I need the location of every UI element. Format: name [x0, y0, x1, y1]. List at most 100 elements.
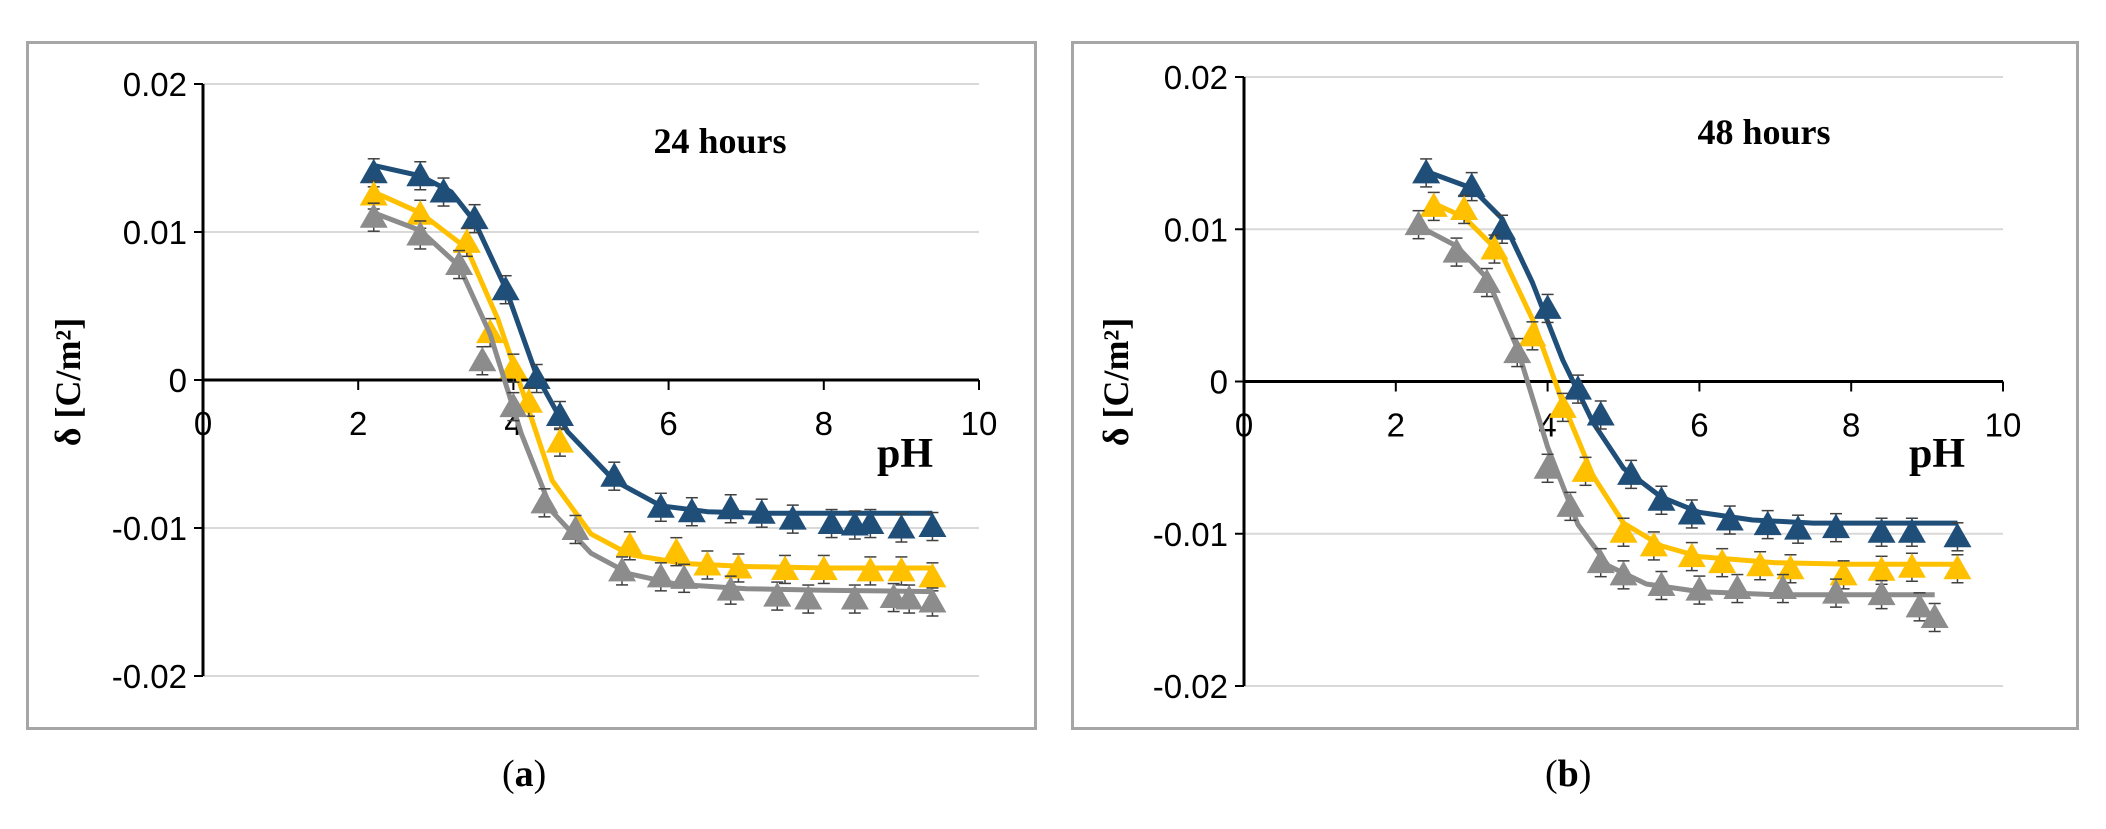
series-3	[359, 202, 947, 617]
data-point-marker	[1768, 574, 1797, 600]
data-point-marker	[918, 512, 947, 538]
data-point-marker	[1943, 522, 1972, 548]
data-point-marker	[359, 181, 388, 206]
data-point-marker	[1404, 210, 1433, 236]
data-point-marker	[1480, 235, 1509, 260]
data-point-marker	[1822, 513, 1851, 539]
data-point-marker	[429, 178, 458, 203]
data-point-marker	[1571, 457, 1600, 482]
y-tick-label: -0.02	[112, 658, 187, 695]
data-point-marker	[491, 275, 520, 301]
data-point-marker	[1442, 238, 1471, 263]
data-point-marker	[1617, 460, 1646, 485]
data-point-marker	[1412, 158, 1441, 184]
data-point-marker	[1533, 454, 1562, 479]
data-point-marker	[522, 364, 551, 390]
y-tick-label: 0.02	[123, 66, 187, 103]
caption-a-open: (	[502, 753, 515, 795]
data-point-marker	[646, 562, 675, 588]
data-point-marker	[1677, 542, 1706, 568]
data-point-marker	[406, 200, 435, 225]
data-point-marker	[514, 388, 543, 413]
data-point-marker	[771, 555, 799, 580]
data-point-marker	[646, 493, 675, 518]
data-point-marker	[1586, 400, 1615, 426]
data-point-marker	[856, 556, 885, 582]
series-3	[1404, 209, 1949, 633]
data-point-marker	[1647, 486, 1676, 511]
caption-a-letter: a	[514, 753, 534, 795]
x-tick-label: 10	[1985, 407, 2022, 444]
data-point-marker	[794, 585, 823, 610]
x-tick-label: 6	[659, 405, 677, 442]
data-point-marker	[1867, 556, 1896, 581]
data-point-marker	[670, 564, 699, 589]
data-point-marker	[716, 494, 745, 520]
data-point-marker	[530, 488, 559, 514]
series-1	[1412, 158, 1972, 552]
y-tick-label: 0.01	[1164, 211, 1228, 248]
caption-b-letter: b	[1557, 753, 1579, 795]
data-point-marker	[1920, 603, 1949, 628]
x-tick-label: 2	[1387, 407, 1405, 444]
data-point-marker	[1609, 518, 1638, 543]
caption-a: (a)	[502, 752, 546, 796]
data-point-marker	[1556, 492, 1585, 517]
data-point-marker	[499, 354, 528, 379]
data-point-marker	[817, 509, 846, 535]
data-point-marker	[1784, 515, 1813, 540]
data-point-marker	[1776, 554, 1805, 580]
x-tick-label: 8	[815, 405, 833, 442]
data-point-marker	[809, 555, 838, 580]
data-point-marker	[1647, 571, 1676, 597]
data-point-marker	[1563, 375, 1592, 400]
data-point-marker	[545, 428, 574, 453]
data-point-marker	[1419, 192, 1448, 217]
caption-b-close: )	[1578, 753, 1592, 795]
data-point-marker	[840, 585, 869, 610]
data-point-marker	[1867, 518, 1896, 543]
data-point-marker	[1503, 338, 1532, 364]
data-point-marker	[1708, 548, 1737, 574]
data-point-marker	[1677, 499, 1706, 525]
data-point-marker	[895, 585, 924, 610]
data-point-marker	[763, 582, 792, 607]
data-point-marker	[1472, 268, 1501, 294]
data-point-marker	[445, 250, 474, 276]
data-point-marker	[693, 551, 722, 576]
data-point-marker	[1867, 580, 1896, 606]
data-point-marker	[1548, 393, 1577, 418]
data-point-marker	[1905, 592, 1934, 618]
data-point-marker	[359, 158, 388, 184]
y-tick-label: -0.01	[1153, 516, 1228, 553]
y-axis-label: δ [C/m²]	[48, 318, 88, 446]
data-point-marker	[1457, 172, 1486, 198]
data-point-marker	[468, 346, 497, 372]
data-point-marker	[1943, 554, 1972, 580]
data-point-marker	[856, 509, 885, 535]
data-point-marker	[677, 497, 706, 523]
data-point-marker	[887, 514, 916, 539]
data-point-marker	[615, 531, 644, 557]
caption-a-close: )	[533, 753, 547, 795]
data-point-marker	[1897, 518, 1926, 543]
x-tick-label: 10	[961, 405, 998, 442]
y-tick-label: 0.02	[1164, 59, 1228, 96]
y-tick-label: -0.02	[1153, 668, 1228, 705]
data-point-marker	[452, 228, 481, 253]
x-tick-label: 0	[194, 405, 212, 442]
data-point-marker	[1450, 195, 1479, 220]
series-1	[359, 158, 947, 543]
chart-title: 24 hours	[653, 121, 786, 161]
data-point-marker	[747, 499, 776, 524]
data-point-marker	[1715, 506, 1744, 531]
x-tick-label: 0	[1235, 407, 1253, 444]
data-point-marker	[1753, 510, 1782, 536]
data-point-marker	[778, 505, 807, 530]
data-point-marker	[1897, 553, 1926, 578]
data-point-marker	[545, 401, 574, 427]
data-point-marker	[600, 462, 629, 487]
x-tick-label: 8	[1842, 407, 1860, 444]
x-tick-label: 2	[349, 405, 367, 442]
data-point-marker	[1488, 215, 1517, 240]
